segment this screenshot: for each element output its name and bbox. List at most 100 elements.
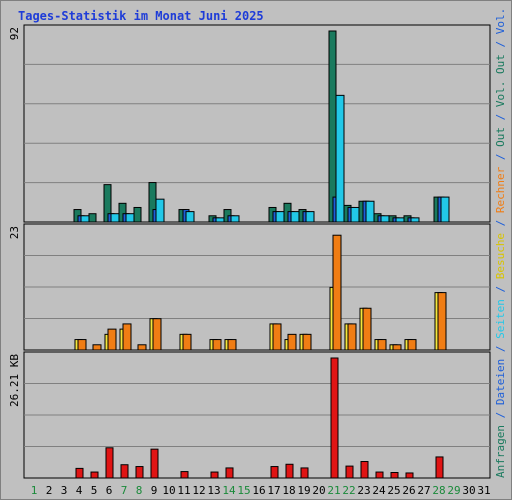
x-tick-label: 31 — [477, 484, 490, 497]
x-tick-label: 2 — [46, 484, 53, 497]
bar-seiten-day-25 — [395, 217, 405, 223]
x-axis-labels: 1 2 3 4 5 6 7 8 9 10 11 12 13 14 15 16 17 18 19 20 21 22 23 24 2… — [31, 484, 491, 497]
x-tick-label: 20 — [312, 484, 325, 497]
bar-volumen-day-21 — [330, 357, 339, 479]
bar-seiten-day-17 — [275, 211, 285, 223]
bar-seiten-day-11 — [185, 211, 195, 223]
y-max-label: 26.21 KB — [8, 354, 21, 407]
x-tick-label: 1 — [31, 484, 38, 497]
bar-volumen-day-14 — [225, 467, 234, 479]
x-tick-label: 17 — [267, 484, 280, 497]
x-tick-label: 19 — [297, 484, 310, 497]
legend-entry: / — [494, 286, 507, 299]
bar-volumen-day-7 — [120, 464, 129, 479]
y-max-label: 92 — [8, 27, 21, 40]
x-tick-label: 23 — [357, 484, 370, 497]
bar-anfragen-day-5 — [88, 213, 97, 223]
x-tick-label: 7 — [121, 484, 128, 497]
legend-entry: Seiten — [494, 299, 507, 345]
legend-entry: Besuche — [494, 233, 507, 286]
bar-rechner-day-11 — [182, 333, 192, 351]
bar-rechner-day-28 — [437, 292, 447, 351]
chart-panels: 92 23 26.21 KB — [8, 24, 491, 479]
bar-rechner-day-23 — [362, 307, 372, 351]
x-tick-label: 10 — [162, 484, 175, 497]
y-max-label: 23 — [8, 226, 21, 239]
bar-rechner-day-19 — [302, 333, 312, 351]
legend-entry: Anfragen — [494, 425, 507, 478]
bar-seiten-day-7 — [125, 213, 135, 223]
bar-volumen-day-28 — [435, 456, 444, 479]
bar-rechner-day-7 — [122, 323, 132, 351]
bar-volumen-day-18 — [285, 463, 294, 479]
x-tick-label: 30 — [462, 484, 475, 497]
chart-title: Tages-Statistik im Monat Juni 2025 — [18, 9, 264, 23]
x-tick-label: 9 — [151, 484, 158, 497]
x-tick-label: 6 — [106, 484, 113, 497]
bar-volumen-day-22 — [345, 465, 354, 479]
right-legend: Anfragen / Dateien / Seiten / Besuche / … — [494, 0, 507, 478]
panel-mid: 23 — [8, 223, 491, 351]
bar-volumen-day-11 — [180, 471, 189, 479]
x-tick-label: 22 — [342, 484, 355, 497]
legend-entry: / — [494, 114, 507, 127]
bar-rechner-day-17 — [272, 323, 282, 351]
bar-volumen-day-4 — [75, 467, 84, 479]
legend-entry: Vol. Out — [494, 54, 507, 114]
x-tick-label: 28 — [432, 484, 445, 497]
bar-seiten-day-6 — [110, 213, 120, 223]
panel-top: 92 — [8, 24, 491, 223]
bar-rechner-day-5 — [92, 344, 102, 351]
bar-rechner-day-6 — [107, 328, 117, 351]
x-tick-label: 18 — [282, 484, 295, 497]
x-tick-label: 24 — [372, 484, 386, 497]
bar-volumen-day-8 — [135, 466, 144, 479]
legend-entry: / — [494, 41, 507, 54]
bar-volumen-day-9 — [150, 448, 159, 479]
bar-rechner-day-13 — [212, 339, 222, 351]
x-tick-label: 12 — [192, 484, 205, 497]
x-tick-label: 5 — [91, 484, 98, 497]
legend-entry: Vol. In — [494, 0, 507, 41]
legend-entry: / — [494, 346, 507, 359]
legend-entry: Out — [494, 127, 507, 154]
bar-volumen-day-23 — [360, 461, 369, 479]
bar-volumen-day-13 — [210, 471, 219, 479]
bar-seiten-day-23 — [365, 200, 375, 223]
bar-rechner-day-26 — [407, 339, 417, 351]
bar-seiten-day-19 — [305, 211, 315, 223]
legend-entry: / — [494, 220, 507, 233]
legend-entry: / — [494, 412, 507, 425]
bar-rechner-day-14 — [227, 339, 237, 351]
legend-entry: / — [494, 153, 507, 166]
bar-seiten-day-24 — [380, 215, 390, 223]
x-tick-label: 15 — [237, 484, 250, 497]
x-tick-label: 8 — [136, 484, 143, 497]
bar-seiten-day-26 — [410, 217, 420, 223]
bar-seiten-day-13 — [215, 217, 225, 223]
x-tick-label: 21 — [327, 484, 340, 497]
bar-rechner-day-4 — [77, 339, 87, 351]
bar-seiten-day-21 — [335, 94, 345, 223]
x-tick-label: 25 — [387, 484, 400, 497]
bar-rechner-day-18 — [287, 333, 297, 351]
panel-bottom: 26.21 KB — [8, 351, 491, 479]
x-tick-label: 16 — [252, 484, 265, 497]
x-tick-label: 11 — [177, 484, 190, 497]
bar-volumen-day-25 — [390, 472, 399, 479]
bar-volumen-day-17 — [270, 466, 279, 479]
x-tick-label: 4 — [76, 484, 83, 497]
bar-rechner-day-25 — [392, 344, 402, 351]
bar-volumen-day-19 — [300, 467, 309, 479]
bar-volumen-day-26 — [405, 472, 414, 479]
bar-volumen-day-5 — [90, 471, 99, 479]
bar-rechner-day-22 — [347, 323, 357, 351]
bar-volumen-day-24 — [375, 471, 384, 479]
bar-seiten-day-18 — [290, 211, 300, 223]
x-tick-label: 3 — [61, 484, 68, 497]
legend-entry: Rechner — [494, 166, 507, 219]
x-tick-label: 26 — [402, 484, 415, 497]
legend-entry: Dateien — [494, 359, 507, 412]
bar-seiten-day-14 — [230, 215, 240, 223]
